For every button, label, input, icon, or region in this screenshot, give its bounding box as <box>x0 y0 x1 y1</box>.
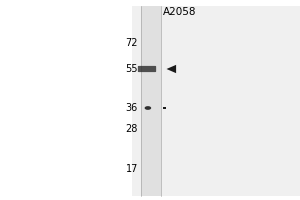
Polygon shape <box>167 65 176 73</box>
Ellipse shape <box>145 106 151 110</box>
Text: 55: 55 <box>125 64 138 74</box>
Text: 17: 17 <box>126 164 138 174</box>
Bar <box>132 6 300 196</box>
Text: 72: 72 <box>125 38 138 48</box>
FancyBboxPatch shape <box>138 66 156 72</box>
Text: 36: 36 <box>126 103 138 113</box>
Bar <box>141 6 161 196</box>
Bar <box>163 107 166 109</box>
Text: A2058: A2058 <box>163 7 197 17</box>
Text: 28: 28 <box>126 124 138 134</box>
